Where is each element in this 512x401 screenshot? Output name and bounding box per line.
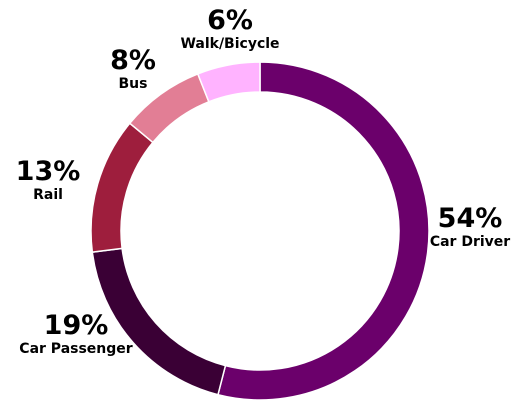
category-label: Car Driver — [429, 234, 511, 250]
category-label: Car Passenger — [19, 341, 133, 357]
slice-label-walk-bicycle: 6% Walk/Bicycle — [180, 7, 279, 52]
slice-walk-bicycle — [196, 61, 261, 103]
slice-label-car-driver: 54% Car Driver — [430, 205, 510, 250]
category-label: Walk/Bicycle — [180, 36, 280, 52]
slice-label-rail: 13% Rail — [16, 158, 81, 203]
slice-label-bus: 8% Bus — [110, 47, 156, 92]
value-label: 19% — [43, 310, 109, 341]
slice-label-car-passenger: 19% Car Passenger — [19, 312, 132, 357]
value-label: 6% — [207, 5, 253, 36]
slice-car-driver — [217, 61, 430, 401]
value-label: 54% — [437, 203, 503, 234]
value-label: 8% — [110, 45, 156, 76]
slice-rail — [90, 122, 154, 254]
category-label: Bus — [118, 76, 148, 92]
value-label: 13% — [15, 156, 81, 187]
category-label: Rail — [33, 187, 63, 203]
